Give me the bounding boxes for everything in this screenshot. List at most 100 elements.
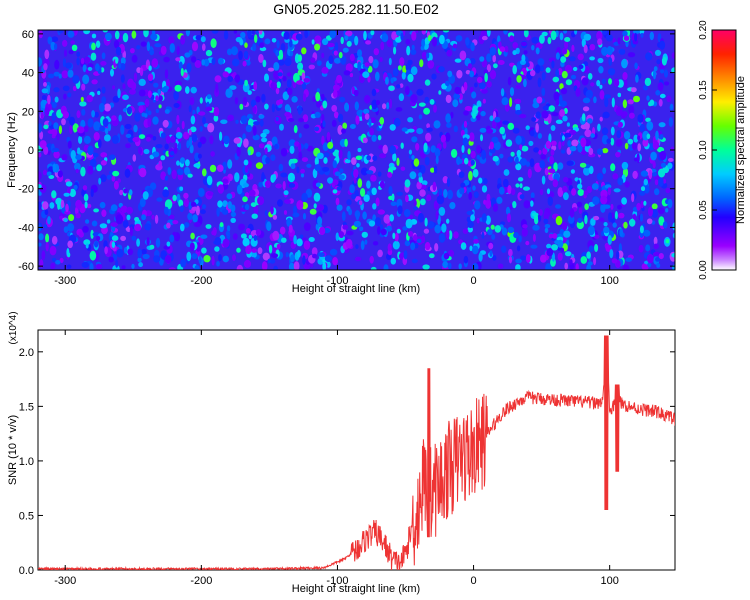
- heatmap-cell: [591, 183, 599, 190]
- heatmap-cell: [151, 30, 156, 36]
- heatmap-cell: [442, 141, 447, 149]
- heatmap-cell: [242, 60, 247, 67]
- x-tick-label: -200: [190, 275, 212, 287]
- heatmap-cell: [62, 85, 70, 92]
- heatmap-cell: [544, 224, 551, 229]
- heatmap-cell: [564, 262, 568, 270]
- heatmap-cell: [662, 178, 667, 184]
- heatmap-cell: [579, 162, 587, 168]
- heatmap-cell: [560, 247, 565, 253]
- heatmap-cell: [180, 223, 185, 232]
- heatmap-cell: [242, 82, 250, 93]
- heatmap-cell: [481, 59, 488, 68]
- heatmap-cell: [551, 60, 555, 69]
- heatmap-cell: [264, 210, 268, 216]
- heatmap-cell: [501, 245, 507, 253]
- heatmap-cell: [221, 209, 229, 215]
- heatmap-cell: [52, 147, 60, 153]
- heatmap-cell: [262, 59, 267, 68]
- heatmap-cell: [563, 192, 569, 201]
- heatmap-cell: [240, 115, 248, 125]
- heatmap-cell: [393, 46, 397, 55]
- heatmap-cell: [585, 89, 593, 99]
- heatmap-cell: [362, 137, 368, 144]
- heatmap-cell: [176, 45, 180, 56]
- heatmap-cell: [110, 68, 114, 77]
- heatmap-cell: [411, 258, 418, 264]
- heatmap-cell: [333, 50, 338, 56]
- heatmap-cell: [215, 83, 219, 93]
- heatmap-cell: [147, 73, 154, 82]
- heatmap-cell: [226, 225, 231, 232]
- heatmap-cell: [636, 202, 641, 211]
- heatmap-cell: [85, 243, 89, 249]
- heatmap-cell: [531, 36, 539, 44]
- heatmap-cell: [315, 182, 321, 188]
- heatmap-cell: [469, 245, 473, 252]
- heatmap-cell: [608, 68, 616, 76]
- heatmap-cell: [200, 36, 206, 43]
- heatmap-cell: [38, 152, 42, 158]
- heatmap-cell: [515, 183, 520, 188]
- heatmap-cell: [199, 136, 207, 145]
- heatmap-cell: [47, 73, 55, 79]
- heatmap-cell: [541, 31, 548, 37]
- heatmap-cell: [202, 168, 207, 177]
- heatmap-cell: [279, 123, 284, 131]
- heatmap-cell: [500, 88, 505, 97]
- heatmap-cell: [50, 262, 56, 270]
- heatmap-cell: [193, 163, 201, 168]
- heatmap-cell: [157, 88, 162, 95]
- heatmap-cell: [624, 78, 628, 88]
- heatmap-cell: [59, 257, 64, 263]
- heatmap-cell: [364, 62, 370, 67]
- heatmap-cell: [635, 74, 639, 83]
- heatmap-cell: [395, 37, 402, 43]
- heatmap-cell: [486, 53, 492, 63]
- heatmap-cell: [44, 106, 50, 117]
- heatmap-cell: [201, 59, 205, 66]
- heatmap-cell: [327, 177, 334, 184]
- heatmap-cell: [413, 158, 420, 167]
- heatmap-cell: [548, 105, 555, 112]
- heatmap-cell: [78, 135, 83, 144]
- heatmap-cell: [41, 88, 49, 94]
- heatmap-cell: [289, 50, 294, 57]
- heatmap-cell: [362, 211, 367, 220]
- heatmap-cell: [93, 208, 99, 213]
- heatmap-cell: [84, 201, 88, 209]
- heatmap-cell: [273, 62, 280, 71]
- heatmap-cell: [174, 84, 182, 92]
- heatmap-cell: [131, 81, 137, 91]
- heatmap-cell: [126, 214, 131, 221]
- heatmap-cell: [627, 52, 636, 58]
- heatmap-cell: [452, 99, 459, 108]
- heatmap-cell: [355, 244, 359, 250]
- heatmap-cell: [498, 186, 505, 195]
- heatmap-cell: [171, 169, 177, 180]
- heatmap-cell: [360, 188, 366, 197]
- heatmap-cell: [75, 154, 82, 160]
- heatmap-cell: [336, 204, 343, 211]
- heatmap-cell: [619, 228, 623, 237]
- heatmap-cell: [652, 172, 657, 177]
- snr-y-multiplier: (x10^4): [8, 311, 19, 344]
- x-tick-label: -200: [190, 575, 212, 587]
- snr-y-ticks: 0.00.51.01.52.0: [19, 347, 675, 577]
- heatmap-cell: [82, 74, 90, 85]
- heatmap-cell: [645, 52, 653, 61]
- heatmap-cell: [51, 190, 57, 199]
- heatmap-cell: [404, 85, 410, 96]
- heatmap-cell: [349, 124, 356, 129]
- heatmap-cell: [650, 151, 657, 161]
- heatmap-cell: [652, 140, 660, 150]
- heatmap-cell: [297, 62, 304, 71]
- heatmap-cell: [292, 212, 300, 218]
- heatmap-cell: [219, 222, 224, 228]
- heatmap-cell: [152, 116, 159, 125]
- heatmap-cell: [101, 96, 107, 105]
- heatmap-cell: [599, 116, 603, 122]
- heatmap-cell: [168, 36, 175, 44]
- heatmap-cell: [322, 100, 328, 109]
- heatmap-cell: [609, 249, 614, 259]
